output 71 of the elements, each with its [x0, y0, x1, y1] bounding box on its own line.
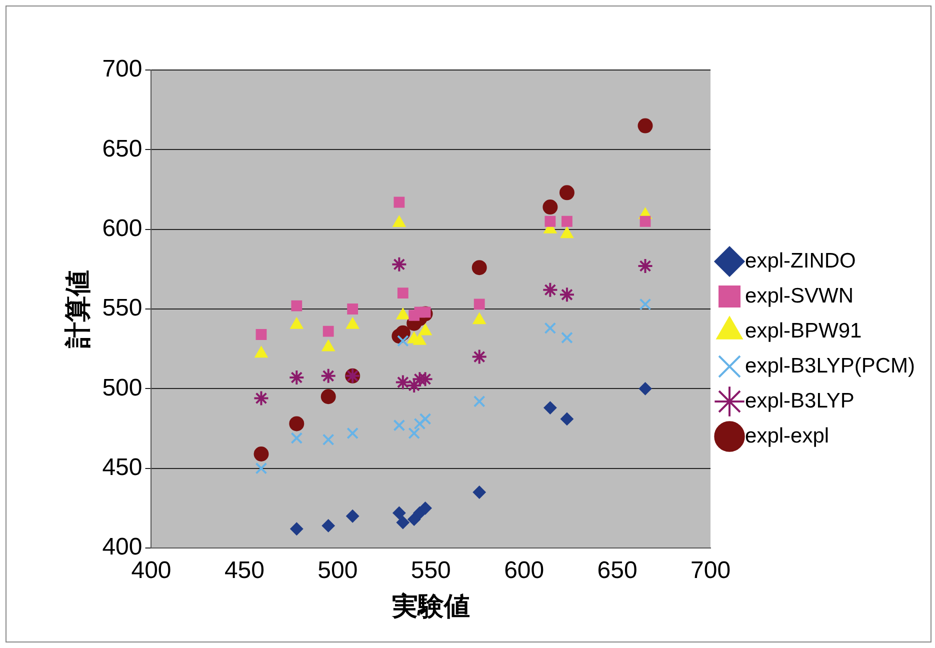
point [394, 374, 411, 390]
point [347, 304, 358, 314]
point [559, 185, 574, 200]
point [544, 216, 556, 227]
point [544, 401, 557, 414]
y-tick-label: 550 [102, 294, 142, 322]
point [408, 512, 421, 526]
legend-label: expl-B3LYP(PCM) [745, 354, 916, 378]
point [290, 522, 304, 536]
point [396, 334, 409, 347]
legend-label: expl-expl [745, 424, 830, 448]
point [472, 260, 487, 276]
point [391, 256, 408, 272]
point [322, 434, 334, 446]
point [288, 370, 305, 386]
point [542, 282, 558, 298]
point [256, 329, 267, 340]
point [640, 216, 651, 227]
point [558, 286, 575, 303]
point [638, 118, 653, 134]
point [408, 427, 420, 440]
point [419, 412, 432, 425]
point [289, 416, 304, 432]
point [346, 427, 359, 440]
point [471, 348, 488, 365]
point [346, 510, 360, 523]
point [639, 298, 652, 310]
point [562, 216, 572, 227]
y-tick-label: 650 [102, 135, 142, 162]
point [473, 395, 486, 408]
y-tick-label: 600 [102, 214, 142, 242]
x-tick-label: 550 [410, 557, 451, 584]
x-tick-label: 450 [224, 557, 264, 584]
point [255, 462, 268, 474]
point [637, 258, 654, 274]
x-tick-label: 650 [597, 557, 638, 584]
point [414, 418, 426, 430]
point [542, 200, 558, 215]
y-tick-label: 450 [102, 454, 142, 481]
x-tick-label: 500 [318, 557, 358, 584]
x-tick-label: 600 [504, 557, 544, 584]
point [254, 446, 269, 462]
point [474, 298, 485, 310]
point [420, 306, 431, 318]
x-axis-title: 実験値 [390, 592, 470, 622]
point [394, 196, 405, 208]
point [291, 300, 302, 312]
point [320, 368, 336, 384]
y-axis-title: 計算値 [63, 270, 94, 349]
x-tick-label: 700 [690, 557, 731, 584]
point [320, 389, 336, 404]
legend-label: expl-SVWN [745, 284, 854, 308]
y-tick-label: 500 [102, 374, 142, 402]
point [418, 502, 432, 515]
point [290, 432, 303, 444]
point [253, 390, 270, 406]
point [396, 516, 410, 530]
legend-label: expl-B3LYP [745, 389, 854, 412]
legend-label: expl-ZINDO [745, 249, 856, 272]
point [322, 326, 334, 337]
point [638, 382, 652, 396]
point [392, 506, 406, 520]
point [561, 332, 573, 344]
point [472, 486, 486, 499]
legend-label: expl-BPW91 [745, 319, 862, 342]
point [397, 288, 408, 299]
point [393, 419, 406, 432]
y-tick-label: 700 [102, 56, 142, 83]
point [560, 412, 574, 426]
point [322, 519, 335, 532]
point [544, 322, 556, 334]
